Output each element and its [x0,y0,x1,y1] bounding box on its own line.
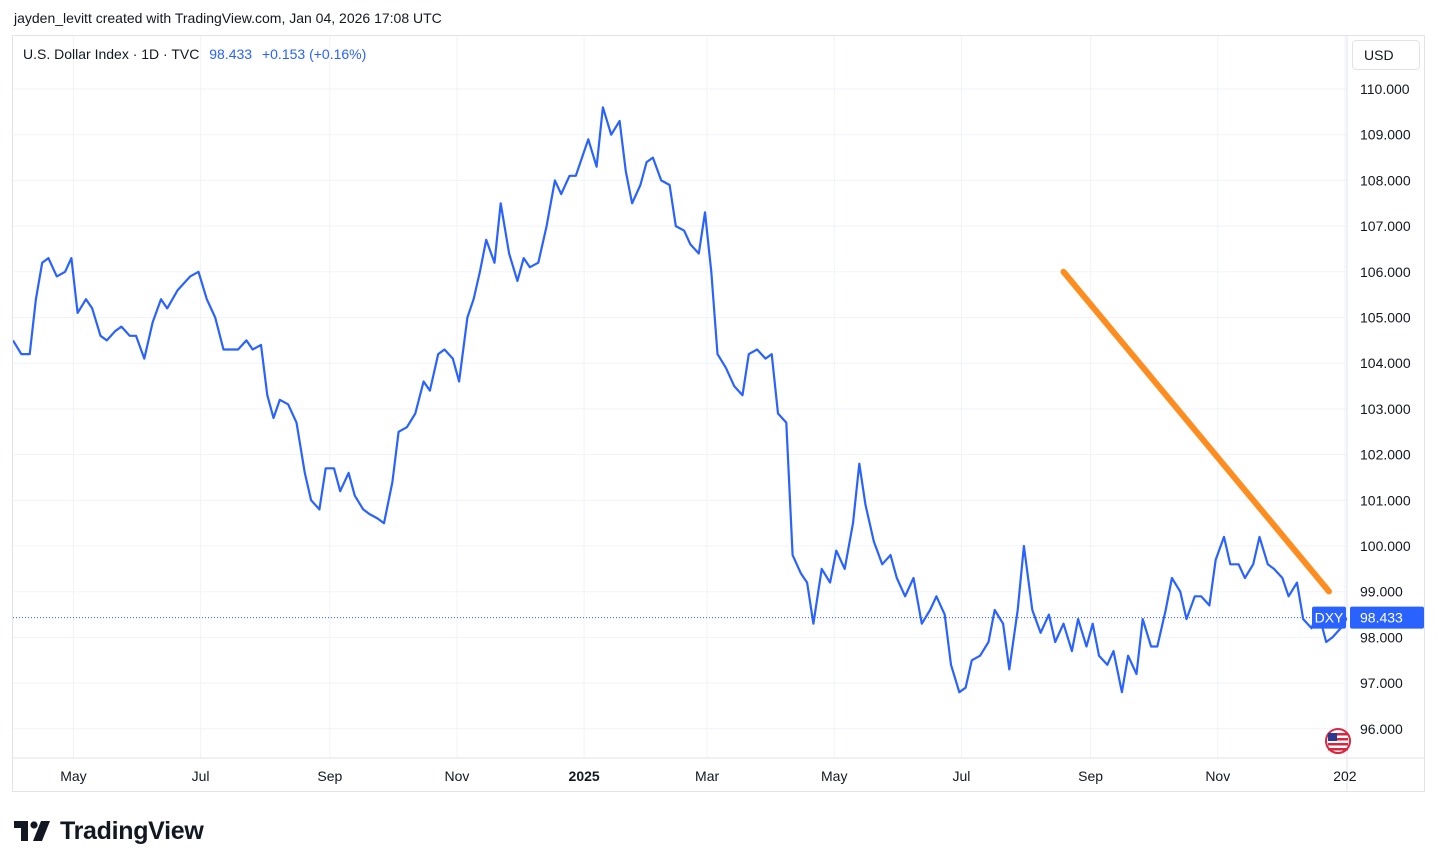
currency-button[interactable]: USD [1352,40,1420,70]
x-tick-label: May [821,768,847,784]
y-tick-label: 105.000 [1360,310,1411,326]
chart-frame[interactable] [12,35,1425,792]
x-tick-label: Sep [317,768,342,784]
x-tick-label: May [60,768,86,784]
x-tick-label: Sep [1078,768,1103,784]
y-tick-label: 98.000 [1360,629,1403,645]
downtrend-line [1060,268,1332,595]
chart-attribution: jayden_levitt created with TradingView.c… [14,10,442,26]
tradingview-wordmark: TradingView [60,816,204,845]
legend-change: +0.153 (+0.16%) [261,46,367,62]
dxy-price-line [13,106,1347,694]
y-tick-label: 102.000 [1360,447,1411,463]
y-tick-label: 104.000 [1360,355,1411,371]
y-tick-label: 110.000 [1360,81,1410,97]
y-tick-label: 103.000 [1360,401,1411,417]
y-tick-label: 101.000 [1360,492,1411,508]
tradingview-logo[interactable]: TradingView [14,816,204,846]
y-tick-label: 109.000 [1360,127,1411,143]
price-label: 98.433 [1360,610,1403,626]
y-tick-label: 100.000 [1360,538,1411,554]
price-chart[interactable]: 110.000 109.000 108.000 107.000 106.000 105.0… [0,0,1438,800]
x-tick-label: Jul [192,768,210,784]
x-tick-label: Mar [695,768,719,784]
symbol-label: DXY [1315,610,1344,626]
y-tick-label: 99.000 [1360,584,1403,600]
y-tick-label: 97.000 [1360,675,1403,691]
legend-price: 98.433 [209,46,253,62]
x-tick-label: 202 [1333,768,1357,784]
x-tick-label: Nov [445,768,470,784]
tradingview-logo-icon [14,821,50,841]
x-tick-label: Nov [1205,768,1230,784]
price-label-bg [1350,606,1424,629]
y-tick-label: 106.000 [1360,264,1411,280]
y-tick-label: 107.000 [1360,218,1411,234]
chart-legend: U.S. Dollar Index · 1D · TVC 98.433 +0.1… [23,46,366,62]
symbol-label-bg [1312,606,1346,629]
y-tick-label: 96.000 [1360,721,1403,737]
x-tick-label: Jul [952,768,970,784]
y-tick-label: 108.000 [1360,172,1411,188]
legend-symbol: U.S. Dollar Index · 1D · TVC [23,46,200,62]
us-flag-icon [1325,728,1351,754]
x-tick-label: 2025 [569,768,600,784]
